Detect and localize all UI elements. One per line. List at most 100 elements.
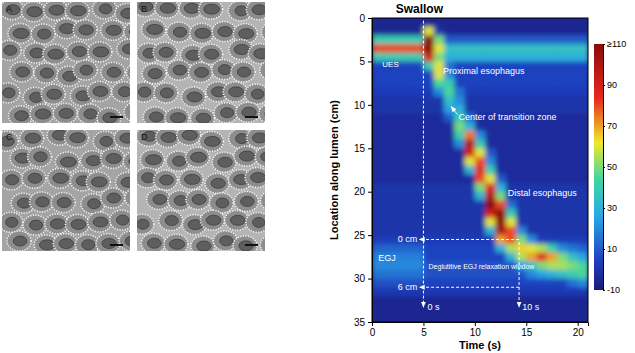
heatmap-cell <box>475 157 486 166</box>
cell-outline <box>205 173 229 193</box>
heatmap-cell <box>393 218 404 227</box>
heatmap-cell <box>423 226 434 235</box>
cell-nucleus <box>191 152 207 162</box>
heatmap-cell <box>506 244 517 253</box>
panel-label: C <box>6 132 13 142</box>
heatmap-cell <box>485 122 496 131</box>
cell-nucleus <box>173 156 186 166</box>
cell-nucleus <box>197 241 211 251</box>
heatmap-cell <box>537 35 548 44</box>
heatmap-cell <box>475 279 486 288</box>
colorbar-tick: 10 <box>603 244 617 254</box>
heatmap-cell <box>537 235 548 244</box>
heatmap-cell <box>403 44 414 53</box>
heatmap-cell <box>382 200 393 209</box>
heatmap-cell <box>413 140 424 149</box>
micrograph-panel <box>2 130 130 251</box>
heatmap-cell <box>413 70 424 79</box>
cell-nucleus <box>79 25 93 35</box>
heatmap-cell <box>557 105 568 114</box>
heatmap-cell <box>444 226 455 235</box>
heatmap-cell <box>495 44 506 53</box>
heatmap-cell <box>567 244 578 253</box>
y-axis-tick-label: 35 <box>354 317 366 328</box>
colorbar-tick-mark <box>603 290 605 291</box>
heatmap-cell <box>557 209 568 218</box>
heatmap-cell <box>423 61 434 70</box>
heatmap-cell <box>578 61 588 70</box>
heatmap-cell <box>372 157 383 166</box>
cell-outline <box>101 148 125 168</box>
guide-arrow <box>419 287 519 288</box>
heatmap-cell <box>403 200 414 209</box>
cell-outline <box>123 151 130 171</box>
heatmap-cell <box>557 296 568 305</box>
heatmap-cell <box>557 44 568 53</box>
heatmap-cell <box>454 44 465 53</box>
heatmap-cell <box>567 270 578 279</box>
heatmap-cell <box>423 122 434 131</box>
heatmap-cell <box>372 270 383 279</box>
heatmap-cell <box>465 174 476 183</box>
heatmap-cell <box>567 122 578 131</box>
heatmap-cell <box>506 18 517 27</box>
heatmap-cell <box>454 174 465 183</box>
heatmap-cell <box>372 35 383 44</box>
heatmap-cell <box>393 79 404 88</box>
heatmap-cell <box>506 270 517 279</box>
heatmap-cell <box>495 148 506 157</box>
heatmap-cell <box>578 105 588 114</box>
cell-nucleus <box>221 108 234 118</box>
heatmap-cell <box>485 148 496 157</box>
heatmap-cell <box>526 226 537 235</box>
cell-outline <box>53 234 77 251</box>
cell-nucleus <box>71 219 86 229</box>
heatmap-cell <box>393 270 404 279</box>
heatmap-cell <box>495 313 506 322</box>
heatmap-cell <box>465 253 476 262</box>
cell-outline <box>53 103 77 123</box>
heatmap-cell <box>475 53 486 62</box>
heatmap-cell <box>444 44 455 53</box>
heatmap-cell <box>485 35 496 44</box>
heatmap-cell <box>382 270 393 279</box>
heatmap-cell <box>485 87 496 96</box>
colorbar-axis: -101030507090≥110 <box>603 39 626 295</box>
y-axis-tick: 15 <box>354 143 372 154</box>
heatmap-cell <box>423 44 434 53</box>
heatmap-cell <box>485 287 496 296</box>
heatmap-cell <box>403 183 414 192</box>
cell-nucleus <box>205 136 221 146</box>
heatmap-cell <box>495 140 506 149</box>
heatmap-cell <box>567 18 578 27</box>
heatmap-cell <box>547 53 558 62</box>
heatmap-cell <box>485 157 496 166</box>
cell-outline <box>8 23 32 43</box>
heatmap-cell <box>465 226 476 235</box>
heatmap-cell <box>578 122 588 131</box>
heatmap-cell <box>547 27 558 36</box>
cell-outline <box>167 22 191 42</box>
heatmap-cell <box>403 157 414 166</box>
heatmap-cell <box>537 27 548 36</box>
y-axis-tick-mark <box>368 105 372 106</box>
heatmap-cell <box>454 296 465 305</box>
heatmap-cell <box>393 244 404 253</box>
cell-outline <box>248 44 265 64</box>
cell-nucleus <box>161 132 176 142</box>
cell-nucleus <box>34 152 47 162</box>
heatmap-cell <box>444 114 455 123</box>
cell-nucleus <box>72 47 86 57</box>
cell-nucleus <box>93 86 108 96</box>
heatmap-cell <box>578 313 588 322</box>
heatmap-cell <box>578 131 588 140</box>
heatmap-cell <box>393 105 404 114</box>
cell-outline <box>247 130 265 148</box>
heatmap-cell <box>403 140 414 149</box>
heatmap-cell <box>526 44 537 53</box>
heatmap-cell <box>485 296 496 305</box>
colorbar-tick-mark <box>603 167 605 168</box>
micrograph-panel <box>2 2 130 123</box>
heatmap-cell <box>444 148 455 157</box>
cell-nucleus <box>138 87 150 97</box>
